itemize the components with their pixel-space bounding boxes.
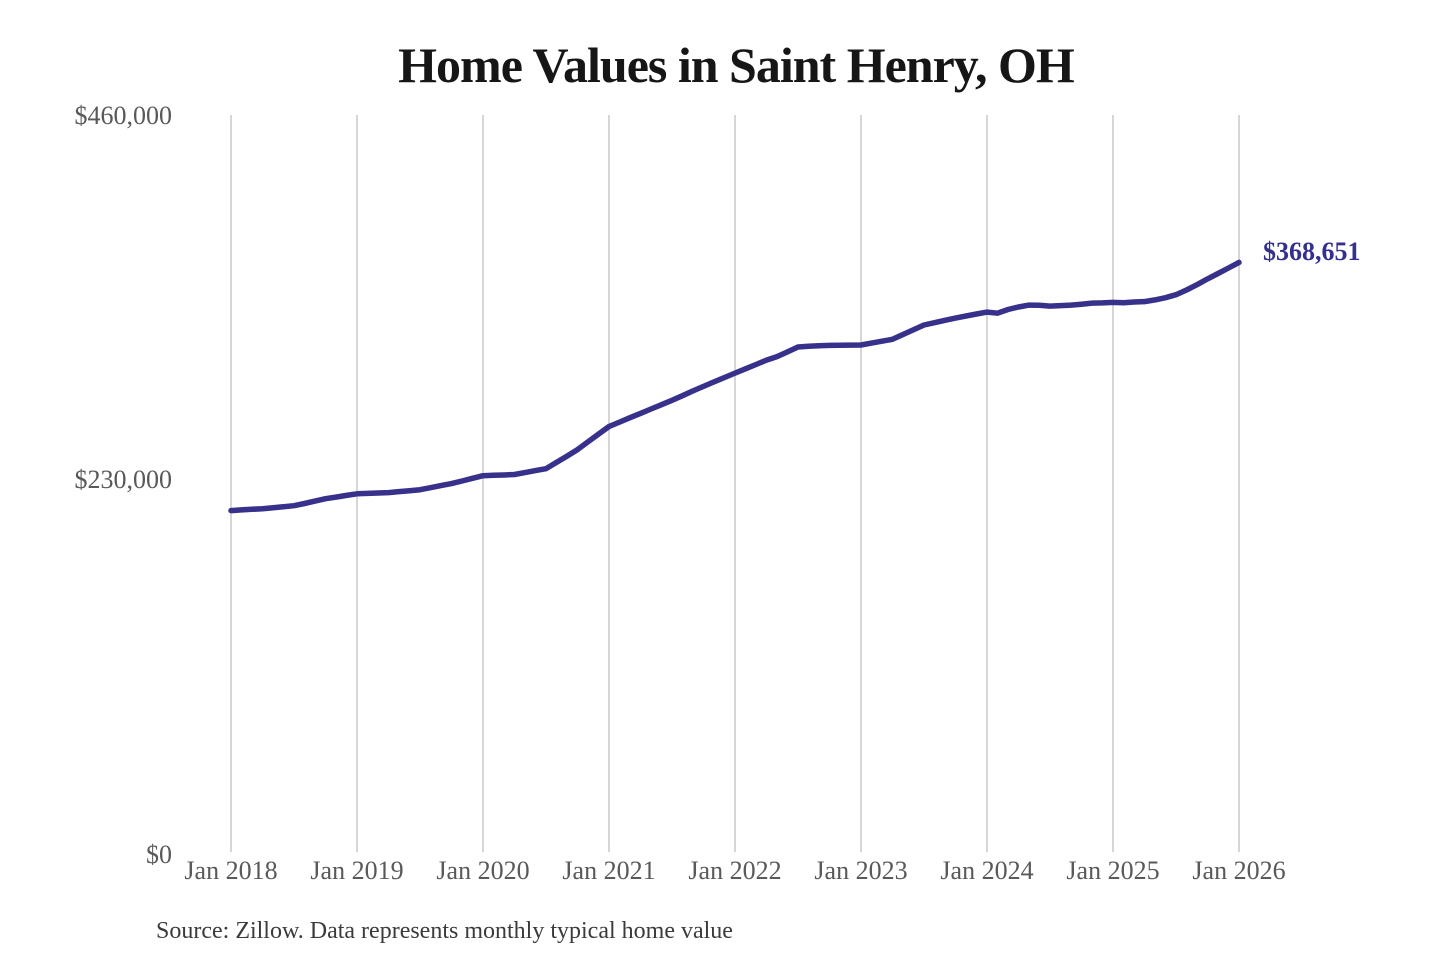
x-tick-label: Jan 2025 <box>1066 856 1160 885</box>
x-tick-label: Jan 2020 <box>436 856 530 885</box>
current-value-label: $368,651 <box>1263 237 1361 266</box>
x-tick-label: Jan 2022 <box>688 856 782 885</box>
x-tick-label: Jan 2026 <box>1192 856 1286 885</box>
gridlines-group <box>230 115 1240 852</box>
x-tick-label: Jan 2023 <box>814 856 908 885</box>
x-tick-label: Jan 2018 <box>184 856 278 885</box>
y-tick-label: $0 <box>146 840 172 869</box>
x-tick-label: Jan 2024 <box>940 856 1034 885</box>
y-tick-label: $230,000 <box>74 464 173 494</box>
home-value-line <box>228 259 1242 514</box>
x-tick-label: Jan 2019 <box>310 856 404 885</box>
chart-title: Home Values in Saint Henry, OH <box>398 37 1075 93</box>
y-tick-label: $460,000 <box>74 101 173 130</box>
source-note: Source: Zillow. Data represents monthly … <box>156 918 733 944</box>
series-group <box>228 259 1242 514</box>
x-tick-label: Jan 2021 <box>562 856 656 885</box>
